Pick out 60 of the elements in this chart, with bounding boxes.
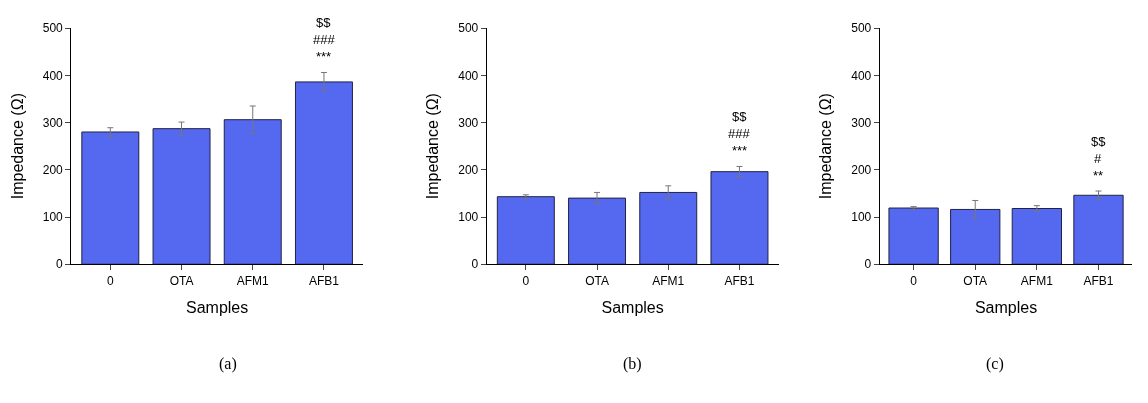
x-tick-label: AFB1 <box>1083 273 1114 288</box>
x-axis-title: Samples <box>974 299 1038 317</box>
x-tick-label: AFM1 <box>652 273 685 288</box>
x-tick-label: AFB1 <box>308 273 340 288</box>
y-axis-title: Impedance (Ω) <box>424 93 442 200</box>
annotation: $$ <box>732 109 748 124</box>
bar <box>152 128 211 265</box>
x-tick-label: AFM1 <box>1020 273 1054 288</box>
x-tick-label: AFB1 <box>724 273 755 288</box>
annotation: # <box>1094 151 1102 166</box>
x-tick-label: OTA <box>585 273 609 288</box>
bar <box>950 208 1001 265</box>
y-tick-label: 500 <box>851 21 872 36</box>
bar <box>1073 194 1124 265</box>
x-tick-label: OTA <box>169 273 194 288</box>
y-axis-title: Impedance (Ω) <box>817 93 835 200</box>
annotation: ### <box>313 32 336 47</box>
bar <box>223 119 282 265</box>
y-tick-label: 100 <box>42 210 64 225</box>
x-axis-title: Samples <box>601 299 664 317</box>
y-tick-label: 300 <box>42 115 64 130</box>
x-tick-label: 0 <box>910 273 918 288</box>
annotation: $$ <box>1091 134 1107 149</box>
x-tick-label: AFM1 <box>236 273 270 288</box>
y-tick-label: 500 <box>458 21 479 36</box>
annotation: *** <box>732 143 748 158</box>
y-tick-label: 100 <box>458 210 479 225</box>
x-tick-label: 0 <box>522 273 530 288</box>
annotation: *** <box>316 49 332 64</box>
y-tick-label: 200 <box>458 162 479 177</box>
y-tick-label: 300 <box>458 115 479 130</box>
text: (b) <box>623 355 642 373</box>
y-tick-label: 400 <box>42 68 64 83</box>
bar <box>81 131 140 265</box>
y-tick-label: 300 <box>851 115 872 130</box>
y-tick-label: 0 <box>864 257 872 272</box>
text: (c) <box>986 355 1004 373</box>
y-tick-label: 0 <box>56 257 64 272</box>
bar <box>1011 208 1063 265</box>
y-axis-title: Impedance (Ω) <box>8 93 26 200</box>
y-tick-label: 500 <box>42 21 64 36</box>
y-tick-label: 0 <box>471 257 479 272</box>
annotation: ### <box>728 126 751 141</box>
annotation: $$ <box>316 15 332 30</box>
bar <box>568 197 627 265</box>
y-tick-label: 400 <box>458 68 479 83</box>
y-tick-label: 400 <box>851 68 872 83</box>
bar <box>496 196 555 265</box>
bar <box>294 81 353 265</box>
y-tick-label: 200 <box>42 162 64 177</box>
bar <box>888 207 939 265</box>
bar <box>639 191 698 265</box>
text: (a) <box>219 355 237 373</box>
bar <box>710 171 769 265</box>
x-tick-label: 0 <box>106 273 114 288</box>
annotation: ** <box>1093 168 1104 183</box>
y-tick-label: 100 <box>851 210 872 225</box>
x-axis-title: Samples <box>186 299 249 317</box>
y-tick-label: 200 <box>851 162 872 177</box>
x-tick-label: OTA <box>963 273 988 288</box>
